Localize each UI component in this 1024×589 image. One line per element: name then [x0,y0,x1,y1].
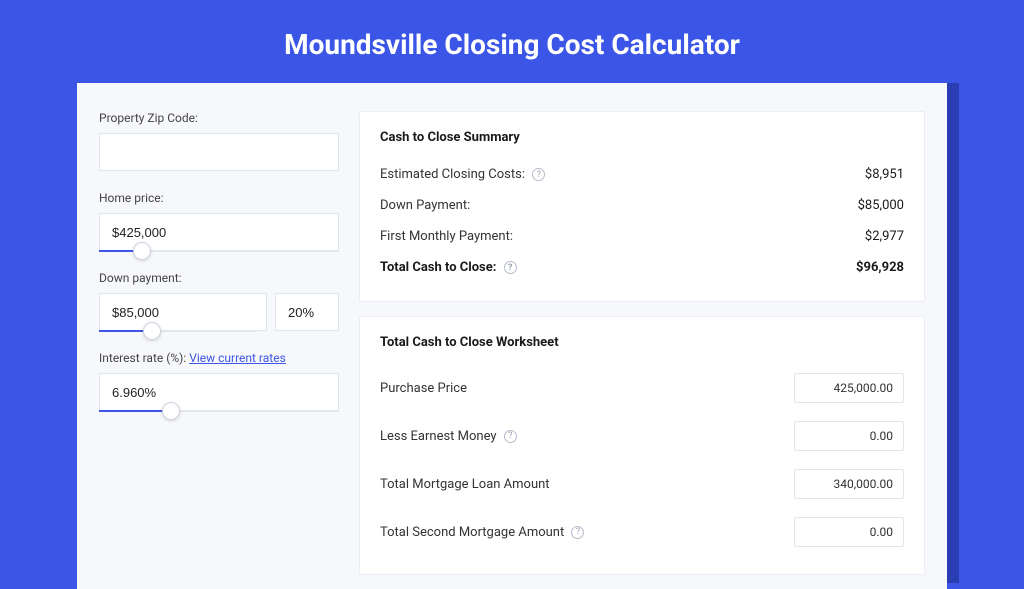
summary-row-down-payment: Down Payment: $85,000 [380,190,904,221]
summary-value: $8,951 [865,167,904,182]
summary-label: First Monthly Payment: [380,229,513,244]
summary-label-text: Estimated Closing Costs: [380,167,525,182]
worksheet-row-earnest-money: Less Earnest Money ? 0.00 [380,412,904,460]
down-payment-slider[interactable] [99,293,339,331]
interest-rate-label-text: Interest rate (%): [99,351,189,365]
home-price-label: Home price: [99,191,339,205]
summary-row-first-monthly: First Monthly Payment: $2,977 [380,221,904,252]
view-rates-link[interactable]: View current rates [189,351,286,365]
help-icon[interactable]: ? [504,430,517,443]
worksheet-value[interactable]: 0.00 [794,421,904,451]
zip-label: Property Zip Code: [99,111,339,125]
slider-fill [99,410,171,412]
worksheet-value[interactable]: 0.00 [794,517,904,547]
summary-label: Down Payment: [380,198,470,213]
calculator-container: Property Zip Code: Home price: Down paym… [77,83,947,589]
summary-panel: Cash to Close Summary Estimated Closing … [359,111,925,302]
interest-rate-input[interactable] [99,373,339,411]
home-price-field: Home price: [99,191,339,251]
worksheet-row-purchase-price: Purchase Price 425,000.00 [380,364,904,412]
help-icon[interactable]: ? [571,526,584,539]
interest-rate-slider[interactable] [99,373,339,411]
results-column: Cash to Close Summary Estimated Closing … [359,111,925,589]
summary-row-total: Total Cash to Close: ? $96,928 [380,252,904,283]
slider-thumb[interactable] [162,402,180,420]
down-payment-input[interactable] [99,293,267,331]
down-payment-label: Down payment: [99,271,339,285]
worksheet-label: Less Earnest Money ? [380,429,517,444]
worksheet-label: Purchase Price [380,381,467,396]
worksheet-value[interactable]: 425,000.00 [794,373,904,403]
down-payment-field: Down payment: [99,271,339,331]
worksheet-panel: Total Cash to Close Worksheet Purchase P… [359,316,925,575]
zip-input[interactable] [99,133,339,171]
summary-label: Total Cash to Close: ? [380,260,517,275]
worksheet-row-second-mortgage: Total Second Mortgage Amount ? 0.00 [380,508,904,556]
summary-value: $85,000 [858,198,904,213]
summary-label: Estimated Closing Costs: ? [380,167,545,182]
main-card: Property Zip Code: Home price: Down paym… [77,83,947,589]
down-payment-pct-input[interactable] [275,293,339,331]
slider-thumb[interactable] [133,242,151,260]
worksheet-label: Total Mortgage Loan Amount [380,477,550,492]
zip-field: Property Zip Code: [99,111,339,171]
summary-title: Cash to Close Summary [380,130,904,145]
worksheet-value[interactable]: 340,000.00 [794,469,904,499]
worksheet-label-text: Less Earnest Money [380,429,497,444]
summary-value: $96,928 [856,260,904,275]
worksheet-row-mortgage-amount: Total Mortgage Loan Amount 340,000.00 [380,460,904,508]
interest-rate-field: Interest rate (%): View current rates [99,351,339,411]
help-icon[interactable]: ? [532,168,545,181]
summary-row-closing-costs: Estimated Closing Costs: ? $8,951 [380,159,904,190]
worksheet-label-text: Total Second Mortgage Amount [380,525,564,540]
home-price-slider[interactable] [99,213,339,251]
page-title: Moundsville Closing Cost Calculator [0,0,1024,83]
help-icon[interactable]: ? [504,261,517,274]
worksheet-label: Total Second Mortgage Amount ? [380,525,584,540]
interest-rate-label: Interest rate (%): View current rates [99,351,339,365]
summary-value: $2,977 [865,229,904,244]
slider-thumb[interactable] [143,322,161,340]
form-column: Property Zip Code: Home price: Down paym… [99,111,339,589]
summary-label-text: Total Cash to Close: [380,260,496,275]
worksheet-title: Total Cash to Close Worksheet [380,335,904,350]
